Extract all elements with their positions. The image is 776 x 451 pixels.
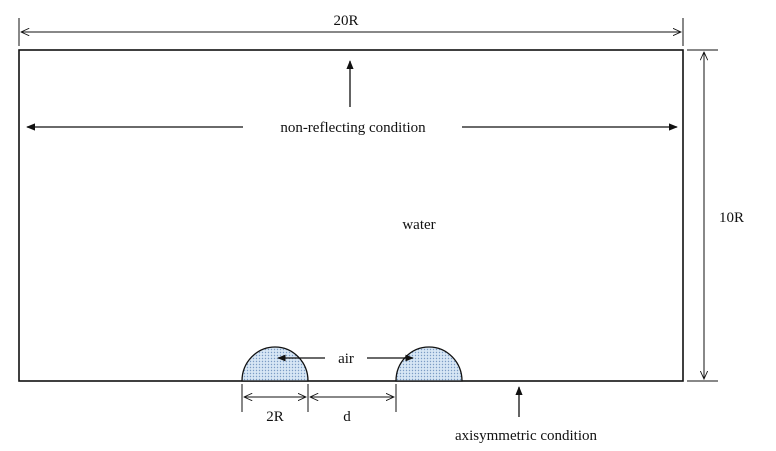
air-bubbles: air — [241, 346, 463, 382]
bubble-left — [241, 346, 309, 382]
non-reflecting-label: non-reflecting condition — [280, 120, 426, 136]
width-dimension: 20R — [18, 8, 684, 46]
non-reflecting-annotation: non-reflecting condition — [26, 60, 678, 136]
width-label: 20R — [333, 13, 358, 29]
spacing-label: d — [343, 409, 351, 425]
domain-boundary — [18, 49, 684, 382]
height-label: 10R — [719, 210, 744, 226]
bubble-right — [395, 346, 463, 382]
water-label: water — [402, 217, 435, 233]
axisymmetric-label: axisymmetric condition — [455, 428, 598, 444]
bubble-dimensions: 2R d — [241, 384, 397, 425]
height-dimension: 10R — [687, 49, 744, 382]
axisymmetric-annotation: axisymmetric condition — [455, 386, 598, 444]
air-label: air — [338, 351, 354, 367]
diameter-label: 2R — [266, 409, 284, 425]
